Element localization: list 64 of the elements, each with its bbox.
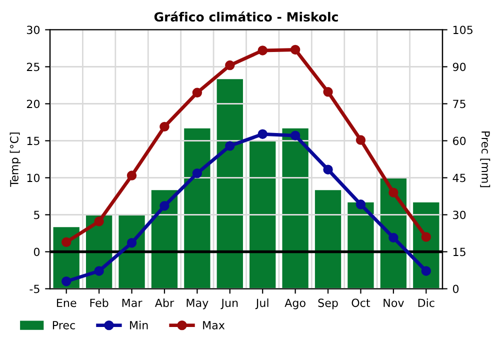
- point: [388, 232, 398, 243]
- bar: [314, 190, 342, 289]
- y-axis-title: Temp [°C]: [10, 132, 21, 187]
- point: [323, 164, 333, 174]
- x-tick-label: Ago: [284, 298, 306, 310]
- point: [192, 168, 202, 178]
- y2-tick-label: 105: [453, 26, 472, 34]
- point: [160, 122, 170, 132]
- x-tick-label: Abr: [154, 298, 174, 308]
- x-tick-label: Dic: [418, 298, 434, 308]
- y-tick-label: 15: [27, 136, 40, 146]
- y2-tick-label: 15: [453, 248, 466, 256]
- x-tick-label: Feb: [90, 298, 108, 308]
- bar: [282, 128, 308, 289]
- point: [421, 232, 432, 242]
- point: [160, 201, 170, 211]
- point: [192, 88, 202, 98]
- y2-tick-label: 90: [452, 62, 466, 72]
- y-tick-label: 25: [26, 62, 40, 72]
- point: [225, 141, 235, 151]
- x-tick-label: Jul: [255, 298, 268, 310]
- y2-tick-label: 60: [453, 136, 466, 146]
- point: [258, 46, 268, 56]
- y-tick-label: 0: [34, 248, 40, 256]
- point: [126, 238, 137, 248]
- point: [388, 188, 398, 198]
- y-tick-label: 30: [26, 26, 40, 34]
- y-tick-label: 20: [26, 100, 40, 108]
- point: [356, 200, 366, 210]
- x-tick-label: May: [186, 298, 208, 310]
- point: [290, 130, 300, 140]
- bar: [216, 79, 243, 289]
- y2-tick-label: 45: [452, 174, 466, 182]
- bar: [250, 140, 276, 289]
- y2-tick-label: 0: [452, 284, 459, 294]
- point: [61, 237, 72, 247]
- point: [323, 87, 333, 97]
- x-tick-label: Sep: [318, 298, 338, 310]
- point: [126, 170, 137, 180]
- legend-label: Max: [203, 321, 225, 330]
- y2-tick-label: 75: [453, 100, 466, 108]
- point: [258, 129, 268, 139]
- legend-label: Prec: [52, 321, 75, 330]
- chart-title: Gráfico climático - Miskolc: [154, 11, 338, 22]
- point: [94, 266, 104, 276]
- x-tick-label: Oct: [352, 298, 370, 308]
- y-tick-label: 10: [27, 174, 40, 182]
- x-tick-label: Jun: [220, 298, 238, 310]
- point: [421, 266, 432, 276]
- x-tick-label: Mar: [122, 298, 142, 308]
- legend-label: Min: [130, 320, 148, 330]
- point: [290, 44, 300, 55]
- point: [61, 276, 72, 286]
- y2-tick-label: 30: [453, 210, 466, 220]
- point: [225, 60, 235, 70]
- y-tick-label: 5: [34, 210, 40, 220]
- bar: [348, 202, 374, 289]
- point: [356, 135, 366, 145]
- bar: [184, 128, 210, 289]
- x-tick-label: Nov: [384, 298, 404, 308]
- point: [94, 216, 104, 226]
- x-tick-label: Ene: [56, 298, 76, 308]
- y2-axis-title: Prec [mm]: [480, 132, 490, 188]
- y-tick-label: -5: [30, 284, 40, 294]
